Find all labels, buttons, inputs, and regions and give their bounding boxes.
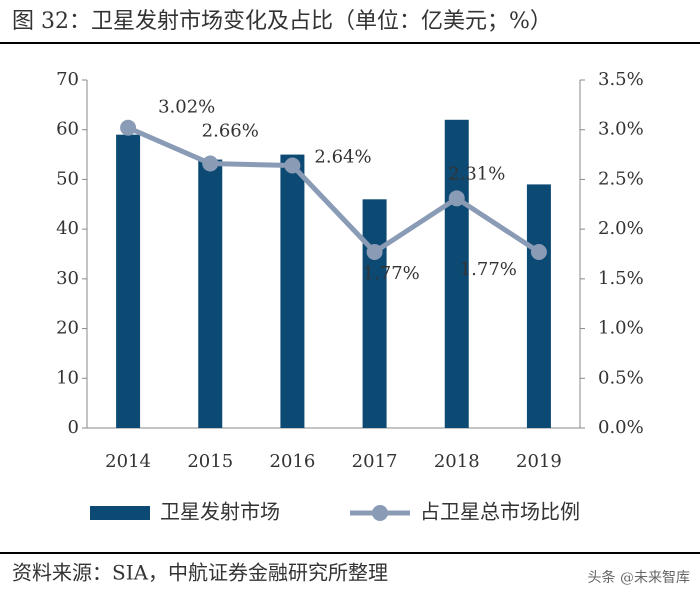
x-tick-label: 2018: [434, 451, 480, 472]
y2-tick-label: 2.0%: [598, 218, 644, 239]
x-tick-label: 2017: [352, 451, 398, 472]
bar: [362, 199, 387, 428]
data-label: 2.66%: [202, 121, 259, 142]
y-tick-label: 20: [56, 318, 79, 339]
line-marker: [202, 155, 219, 172]
line: [127, 125, 541, 256]
legend-swatch: [90, 506, 150, 520]
y-tick-label: 60: [56, 119, 79, 140]
data-label: 2.64%: [314, 147, 371, 168]
data-label: 3.02%: [158, 97, 215, 118]
x-tick-label: 2014: [105, 451, 151, 472]
y2-tick-label: 3.0%: [598, 119, 644, 140]
y2-tick-label: 1.5%: [598, 268, 644, 289]
y2-tick-label: 0.5%: [598, 367, 644, 388]
line-marker: [120, 119, 137, 136]
y-tick-label: 40: [56, 218, 79, 239]
data-label: 2.31%: [448, 163, 505, 184]
y-tick-label: 10: [56, 367, 79, 388]
y2-tick-label: 1.0%: [598, 318, 644, 339]
x-tick-label: 2015: [187, 451, 233, 472]
bar: [280, 154, 305, 429]
line-marker: [366, 244, 383, 261]
y2-tick-label: 2.5%: [598, 168, 644, 189]
bar: [116, 134, 141, 428]
chart-title: 图 32：卫星发射市场变化及占比（单位：亿美元；%）: [12, 9, 552, 34]
legend-label: 卫星发射市场: [160, 500, 280, 524]
line-marker: [530, 244, 547, 261]
legend-swatch: [372, 505, 388, 521]
bar: [444, 119, 469, 429]
data-label: 1.77%: [363, 263, 420, 284]
x-tick-label: 2019: [516, 451, 562, 472]
watermark: 头条 @未来智库: [588, 569, 690, 586]
data-label: 1.77%: [460, 259, 517, 280]
y-tick-label: 0: [68, 417, 79, 438]
source: 资料来源：SIA，中航证券金融研究所整理: [12, 561, 388, 585]
bar: [198, 159, 223, 429]
legend-label: 占卫星总市场比例: [420, 500, 580, 524]
y2-tick-label: 0.0%: [598, 417, 644, 438]
y-tick-label: 50: [56, 168, 79, 189]
y-tick-label: 30: [56, 268, 79, 289]
x-tick-label: 2016: [270, 451, 316, 472]
y2-tick-label: 3.5%: [598, 69, 644, 90]
bar: [526, 184, 551, 428]
line-marker: [284, 157, 301, 174]
y-tick-label: 70: [56, 69, 79, 90]
line-marker: [448, 190, 465, 207]
